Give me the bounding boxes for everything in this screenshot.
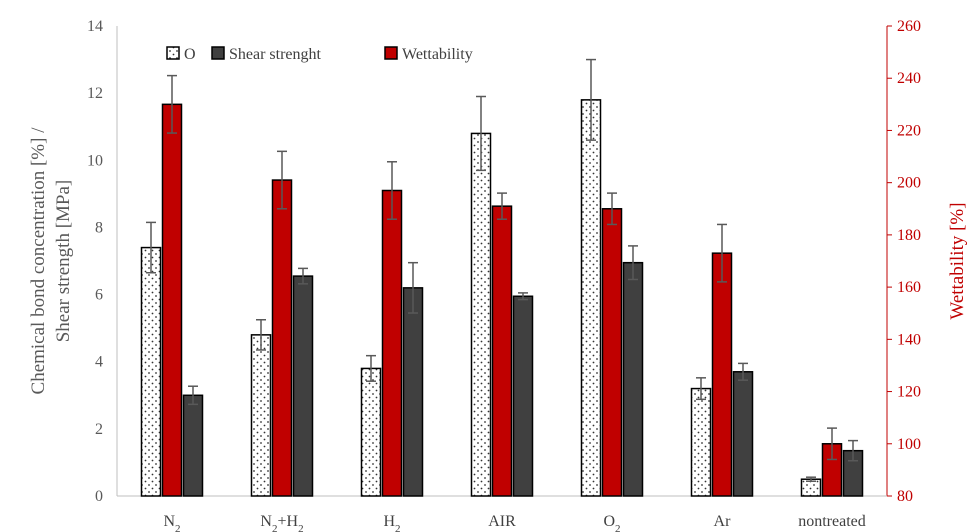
left-tick-label: 10	[87, 152, 103, 169]
category-label: N2	[163, 513, 180, 532]
legend-swatch	[166, 46, 180, 60]
legend: O Shear strenght Wettability	[166, 46, 473, 63]
bar-wettability	[601, 208, 623, 497]
left-tick-label: 12	[87, 85, 103, 102]
bar-wettability	[711, 252, 733, 497]
bars	[140, 99, 864, 497]
left-axis-title-line: Chemical bond concentration [%] /	[28, 127, 49, 395]
legend-swatch	[384, 46, 398, 60]
right-tick-label: 160	[897, 279, 921, 296]
bar-o	[250, 334, 272, 497]
left-tick-label: 4	[95, 354, 103, 371]
left-axis-title-line: Shear strength [MPa]	[53, 180, 74, 343]
bar-o	[580, 99, 602, 497]
left-tick-label: 14	[87, 18, 103, 35]
bar-shear-strenght	[292, 275, 314, 497]
left-tick-label: 2	[95, 421, 103, 438]
category-label: Ar	[714, 513, 732, 530]
bar-wettability	[271, 179, 293, 497]
right-tick-label: 80	[897, 488, 913, 505]
right-tick-label: 140	[897, 331, 921, 348]
left-tick-label: 6	[95, 287, 103, 304]
category-label: N2+H2	[260, 513, 303, 532]
legend-label: Shear strenght	[229, 46, 322, 63]
right-tick-label: 200	[897, 175, 921, 192]
left-axis-title: Chemical bond concentration [%] / Shear s…	[28, 127, 74, 395]
bar-shear-strenght	[512, 295, 534, 497]
bar-shear-strenght	[402, 287, 424, 497]
right-tick-label: 240	[897, 70, 921, 87]
legend-label: Wettability	[402, 46, 473, 63]
bar-o	[140, 246, 162, 497]
category-label: O2	[603, 513, 620, 532]
bar-wettability	[491, 205, 513, 497]
category-label: AIR	[488, 513, 516, 530]
legend-label: O	[184, 46, 196, 63]
axes: 0 2 4 6 8 10 12 14 80 100 120 140 160 180 200 220 240 260…	[87, 18, 921, 532]
right-tick-label: 220	[897, 122, 921, 139]
right-tick-label: 100	[897, 436, 921, 453]
bar-o	[470, 132, 492, 497]
right-axis-title-text: Wettability [%]	[947, 202, 968, 319]
bar-shear-strenght	[732, 371, 754, 497]
left-tick-label: 8	[95, 219, 103, 236]
category-label: nontreated	[798, 513, 866, 530]
right-tick-label: 180	[897, 227, 921, 244]
right-tick-label: 260	[897, 18, 921, 35]
error-bars	[146, 58, 858, 482]
right-axis-title: Wettability [%]	[947, 202, 968, 319]
bar-wettability	[381, 189, 403, 497]
bar-o	[690, 387, 712, 497]
right-tick-label: 120	[897, 384, 921, 401]
bar-shear-strenght	[182, 394, 204, 497]
bar-wettability	[161, 103, 183, 497]
category-label: H2	[383, 513, 400, 532]
bar-shear-strenght	[622, 261, 644, 497]
left-tick-label: 0	[95, 488, 103, 505]
legend-swatch	[211, 46, 225, 60]
bar-o	[360, 367, 382, 497]
axis-titles: Chemical bond concentration [%] / Shear s…	[28, 127, 968, 395]
